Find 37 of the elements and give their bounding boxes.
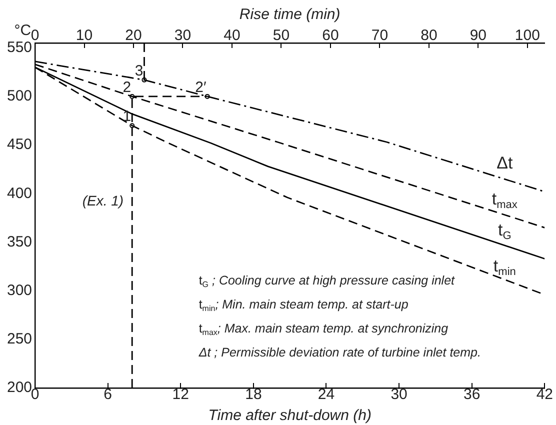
annotation: (Ex. 1) bbox=[82, 192, 124, 208]
annotation: 1 bbox=[122, 108, 132, 126]
x2-tick-label: 30 bbox=[174, 27, 192, 44]
series-label: Δt bbox=[496, 153, 513, 172]
x2-tick-label: 20 bbox=[125, 27, 142, 44]
y-tick-label: 350 bbox=[6, 233, 32, 250]
annotation: 2′ bbox=[195, 79, 207, 96]
y-tick-label: 550 bbox=[6, 39, 32, 56]
x-tick-label: 12 bbox=[172, 386, 189, 404]
y-tick-label: 300 bbox=[6, 282, 32, 299]
x2-tick-label: 0 bbox=[30, 27, 40, 44]
x2-tick-label: 40 bbox=[224, 27, 240, 44]
y-tick-label: 200 bbox=[6, 379, 32, 396]
y-tick-label: 250 bbox=[6, 330, 32, 348]
x2-tick-label: 10 bbox=[76, 27, 93, 44]
x2-tick-label: 80 bbox=[420, 27, 438, 44]
x-tick-label: 24 bbox=[318, 386, 335, 404]
x-tick-label: 42 bbox=[536, 386, 553, 404]
y-tick-label: 400 bbox=[6, 184, 32, 202]
x-tick-label: 6 bbox=[104, 386, 112, 404]
x2-tick-label: 60 bbox=[322, 27, 339, 44]
x-tick-label: 18 bbox=[245, 386, 262, 404]
x2-tick-label: 100 bbox=[514, 27, 540, 44]
x2-tick-label: 70 bbox=[371, 27, 388, 44]
x-tick-label: 0 bbox=[30, 386, 40, 404]
y-axis-title: °C bbox=[14, 22, 32, 40]
y-tick-label: 500 bbox=[6, 88, 32, 105]
annotation: 2 bbox=[122, 79, 132, 96]
x-tick-label: 36 bbox=[464, 386, 480, 404]
x2-tick-label: 50 bbox=[272, 27, 290, 44]
y-tick-label: 450 bbox=[6, 136, 32, 154]
annotation: 3 bbox=[134, 62, 144, 80]
annotation: Δt ; Permissible deviation rate of turbine inlet temp. bbox=[198, 346, 481, 360]
x-axis-title: Time after shut-down (h) bbox=[208, 407, 372, 424]
x2-tick-label: 90 bbox=[470, 27, 487, 44]
x-tick-label: 30 bbox=[390, 386, 408, 404]
x2-axis-title: Rise time (min) bbox=[239, 6, 340, 24]
